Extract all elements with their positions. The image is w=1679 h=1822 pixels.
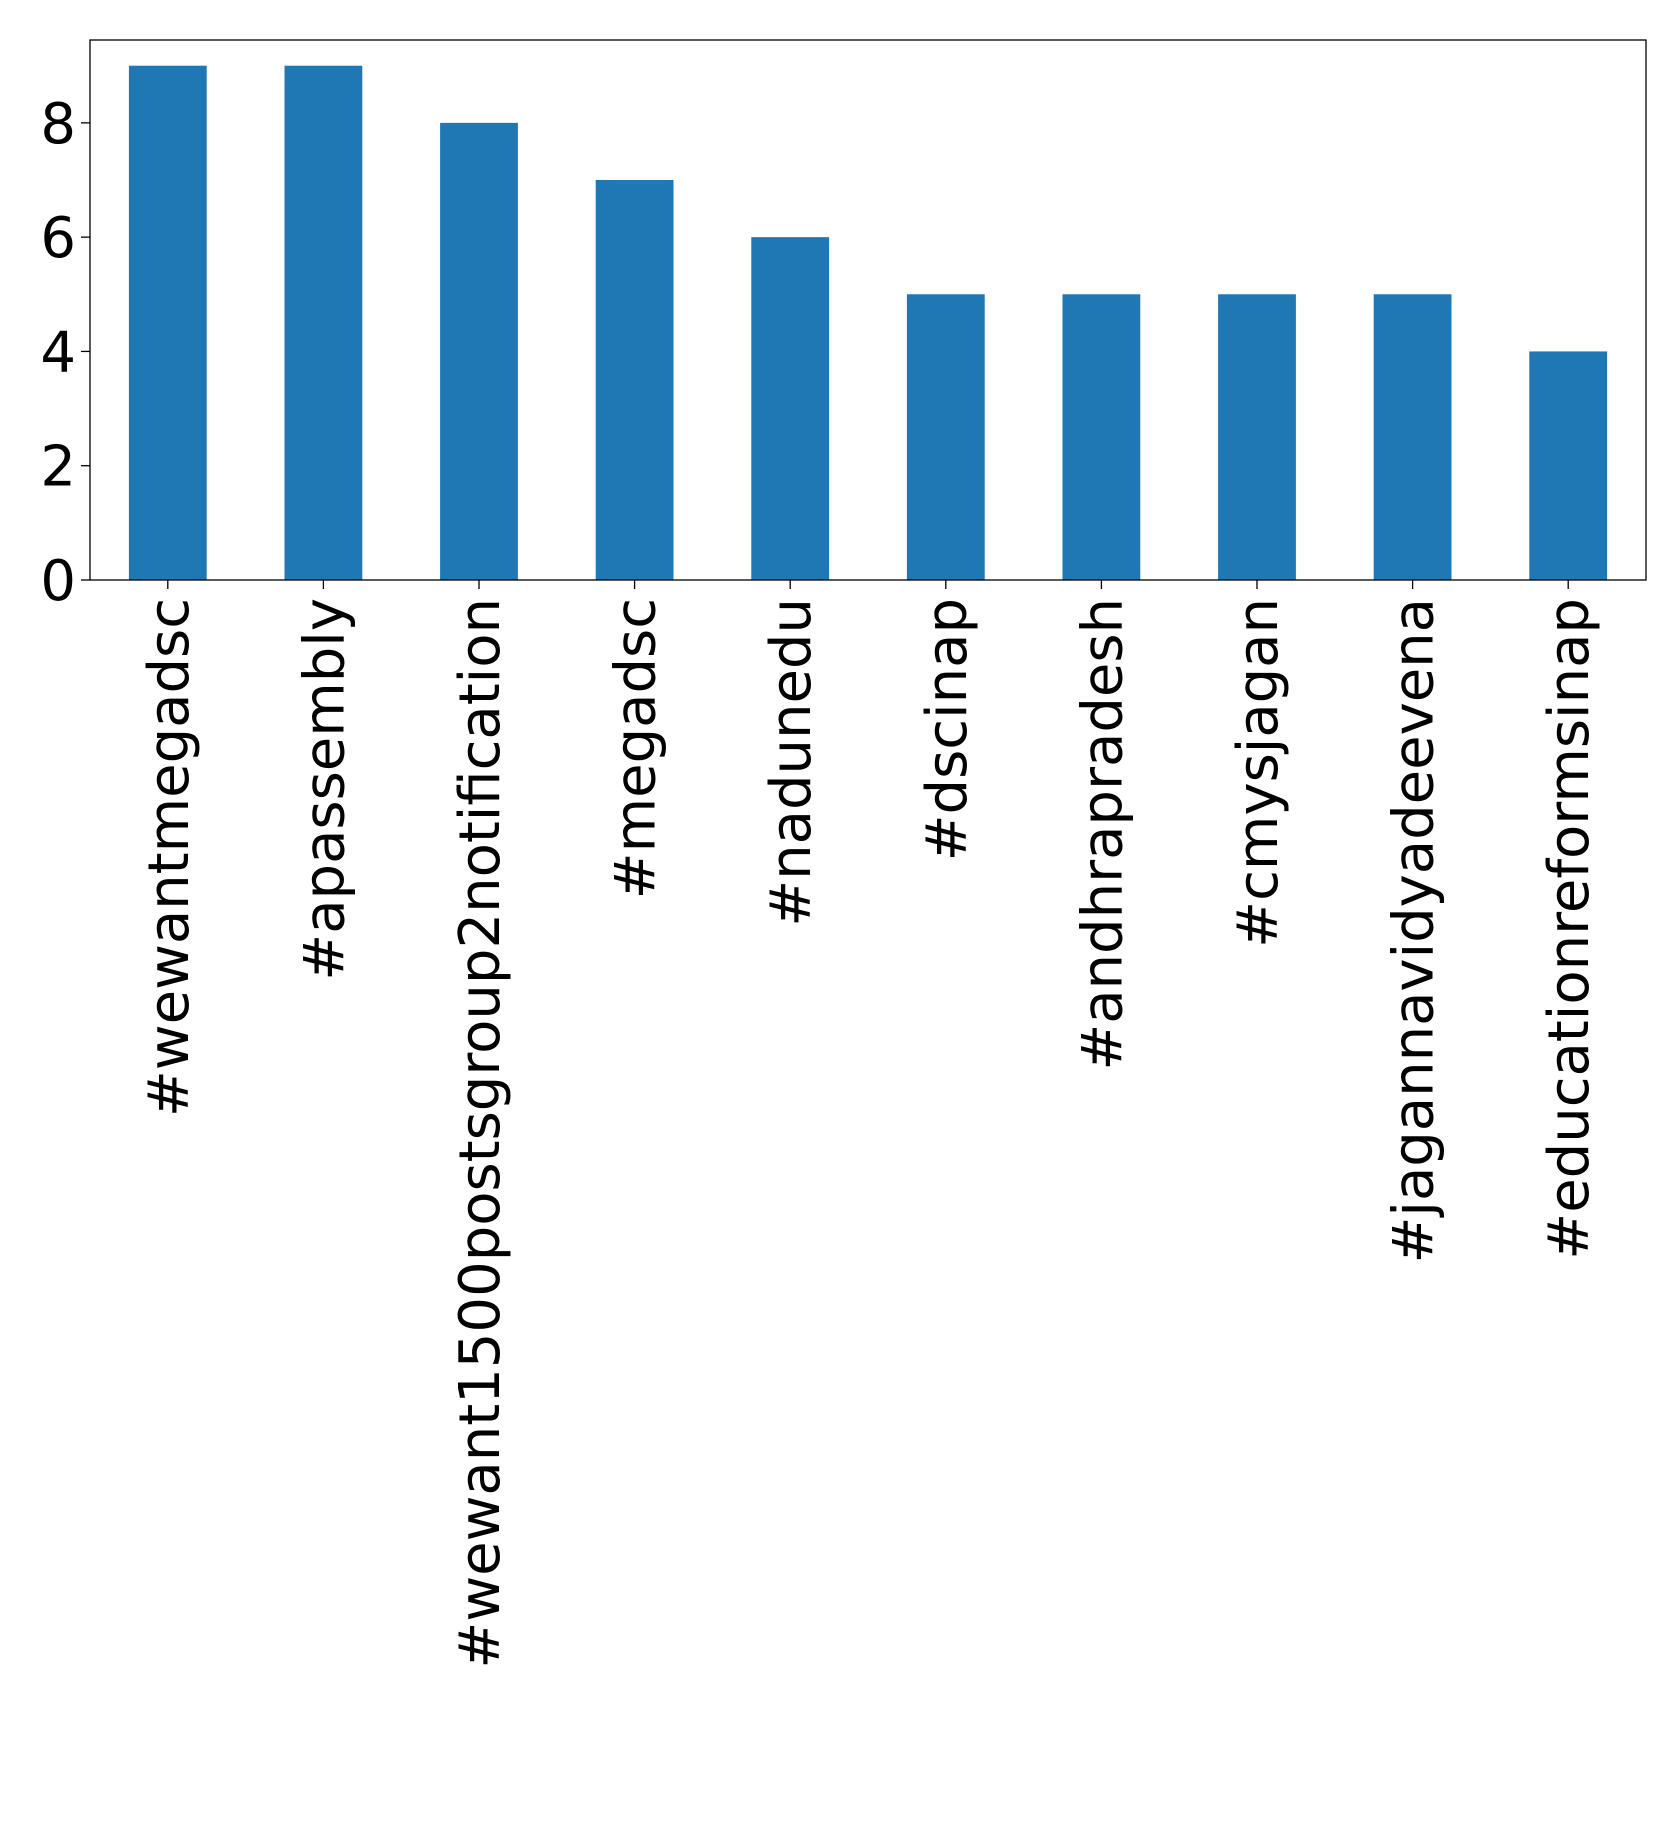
x-tick-label: #nadunedu: [759, 598, 824, 927]
plot-frame: [89, 39, 1647, 581]
y-tick-label: 0: [40, 549, 76, 614]
bar: [440, 122, 518, 580]
x-tick-label: #megadsc: [604, 598, 669, 899]
y-tick-label: 8: [40, 92, 76, 157]
x-tick-label: #jagannavidyadeevena: [1382, 598, 1447, 1264]
bar: [1529, 351, 1608, 580]
x-tick-label: #cmysjagan: [1226, 598, 1291, 948]
x-tick-label: #educationreformsinap: [1537, 598, 1602, 1260]
x-tick-label: #wewantmegadsc: [137, 598, 202, 1117]
x-tick-label: #wewant1500postsgroup2notification: [448, 598, 513, 1669]
y-tick-label: 6: [40, 206, 76, 271]
y-tick-label: 2: [40, 435, 76, 500]
bar: [595, 180, 674, 580]
y-tick-label: 4: [40, 320, 76, 385]
x-tick-label: #apassembly: [292, 598, 357, 981]
bar: [751, 237, 830, 580]
bar: [906, 294, 985, 580]
bars-group: [128, 65, 1608, 580]
bar: [1373, 294, 1452, 580]
bar: [128, 65, 207, 580]
x-tick-label: #dscinap: [915, 598, 980, 861]
y-axis: 0 2 4 6 8: [40, 92, 90, 614]
bar: [1062, 294, 1141, 580]
bar: [284, 65, 363, 580]
x-axis: #wewantmegadsc #apassembly #wewant1500post…: [137, 580, 1602, 1669]
x-tick-label: #andhrapradesh: [1070, 598, 1135, 1071]
bar: [1218, 294, 1296, 580]
